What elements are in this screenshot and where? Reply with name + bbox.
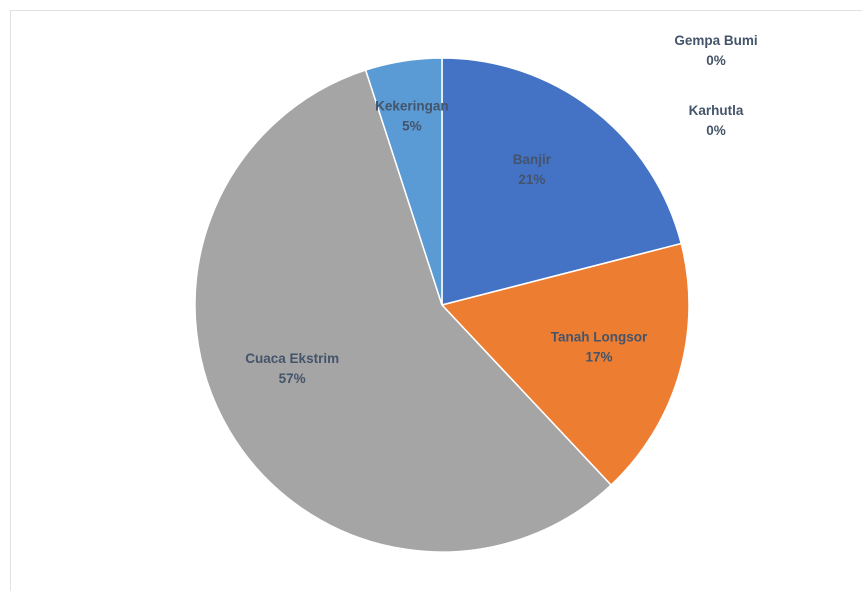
labels-layer: Banjir 21% Tanah Longsor 17% Cuaca Ekstrim 57… (245, 33, 757, 386)
data-label-value-gempa-bumi: 0% (706, 53, 726, 68)
data-label-name-kekeringan: Kekeringan (375, 99, 449, 114)
data-label-value-karhutla: 0% (706, 123, 726, 138)
pie-slice-banjir (441, 57, 683, 306)
slices-layer (194, 57, 690, 553)
chart-area: Banjir 21% Tanah Longsor 17% Cuaca Ekstrim 57… (10, 10, 862, 591)
data-label-value-banjir: 21% (518, 172, 545, 187)
data-label-value-tanah-longsor: 17% (586, 350, 613, 365)
pie-slice-tanah-longsor (440, 242, 690, 487)
pie-slice-cuaca-ekstrim (194, 69, 613, 553)
data-label-name-banjir: Banjir (513, 152, 552, 167)
data-label-value-kekeringan: 5% (402, 119, 422, 134)
pie-slice-kekeringan (364, 57, 443, 306)
pie-chart: Banjir 21% Tanah Longsor 17% Cuaca Ekstrim 57… (194, 33, 758, 553)
data-label-value-cuaca-ekstrim: 57% (279, 371, 306, 386)
data-label-name-karhutla: Karhutla (689, 103, 744, 118)
data-label-name-cuaca-ekstrim: Cuaca Ekstrim (245, 351, 339, 366)
data-label-name-gempa-bumi: Gempa Bumi (674, 33, 757, 48)
data-label-name-tanah-longsor: Tanah Longsor (551, 330, 648, 345)
